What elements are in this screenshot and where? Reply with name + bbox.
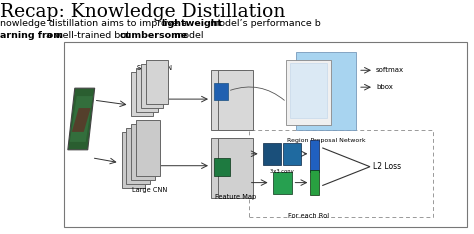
Text: bbox: bbox [376,84,393,90]
Bar [211,70,246,130]
Bar [141,64,163,108]
Bar [310,170,319,194]
Text: lightweight: lightweight [161,18,222,28]
Text: Small CNN: Small CNN [137,65,172,71]
Bar [218,70,253,130]
Bar [218,138,253,197]
Bar [214,83,228,100]
Text: Feature Map: Feature Map [215,194,256,200]
Text: Region Proposal Network: Region Proposal Network [287,138,365,143]
Bar [286,60,331,125]
Polygon shape [68,88,95,150]
Text: 3x3 conv: 3x3 conv [270,169,293,174]
Bar [127,128,150,184]
Text: arning from: arning from [0,30,63,40]
Bar [296,52,356,130]
Text: softmax: softmax [376,67,404,73]
Text: model: model [171,30,204,40]
Bar [273,172,292,194]
Bar [121,132,146,188]
Polygon shape [70,96,93,142]
Text: For each RoI: For each RoI [288,213,329,219]
Bar [283,143,301,165]
Text: Recap: Knowledge Distillation: Recap: Knowledge Distillation [0,3,286,21]
Bar [64,42,467,227]
Text: model’s performance b: model’s performance b [207,18,321,28]
Text: Large CNN: Large CNN [132,186,167,193]
Bar [137,120,160,176]
Bar [211,138,246,197]
Bar [263,143,281,165]
Bar [310,140,319,172]
Bar [131,124,155,180]
Bar [291,63,327,118]
Text: a well-trained but: a well-trained but [43,30,133,40]
Bar [146,60,168,104]
Text: nowledge distillation aims to improve a: nowledge distillation aims to improve a [0,18,191,28]
Bar [249,130,433,217]
Bar [131,72,153,116]
Bar [214,158,230,176]
Text: cumbersome: cumbersome [119,30,188,40]
Polygon shape [72,108,91,132]
FancyArrowPatch shape [230,87,284,100]
Text: L2 Loss: L2 Loss [373,162,401,171]
Bar [137,68,158,112]
